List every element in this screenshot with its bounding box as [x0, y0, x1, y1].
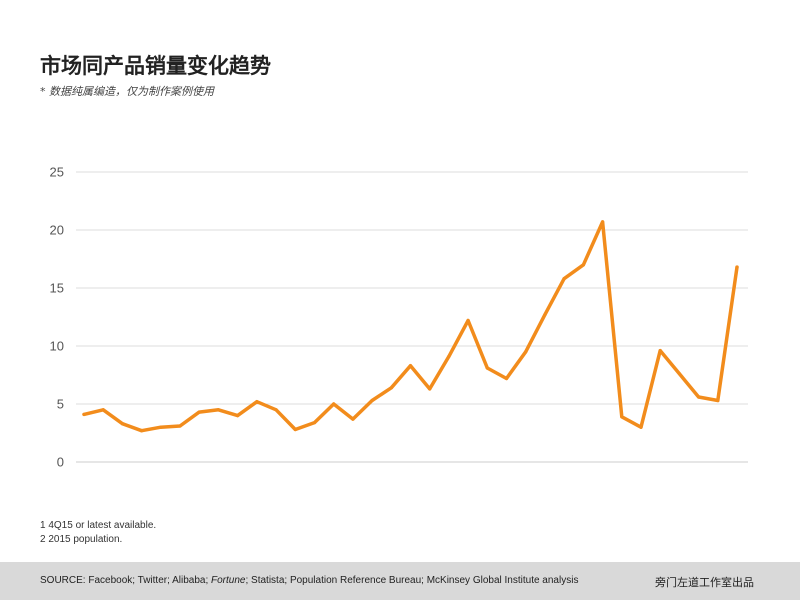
- data-point: [178, 424, 182, 428]
- data-point: [120, 422, 124, 426]
- data-point: [620, 415, 624, 419]
- data-point: [697, 395, 701, 399]
- data-point: [255, 400, 259, 404]
- y-axis-ticks: 0 5 10 15 20 25: [50, 165, 64, 470]
- data-point: [370, 398, 374, 403]
- data-point: [504, 376, 509, 381]
- y-tick-label: 5: [57, 397, 64, 412]
- source-text-prefix: SOURCE: Facebook; Twitter; Alibaba;: [40, 575, 212, 586]
- data-point: [466, 318, 470, 323]
- data-point: [332, 402, 336, 406]
- series-group: [82, 220, 739, 433]
- data-point: [581, 263, 586, 267]
- line-chart: 0 5 10 15 20 25: [50, 165, 748, 470]
- data-point: [562, 277, 566, 281]
- credit-text: 旁门左道工作室出品: [655, 576, 754, 589]
- chart-title: 市场同产品销量变化趋势: [40, 54, 271, 78]
- data-point: [216, 408, 220, 412]
- data-point: [312, 421, 317, 425]
- data-point: [408, 364, 413, 368]
- data-point: [197, 410, 201, 414]
- data-point: [485, 366, 489, 370]
- data-point: [639, 425, 643, 429]
- data-point: [293, 427, 297, 432]
- y-tick-label: 25: [50, 165, 64, 180]
- data-point: [274, 408, 278, 412]
- data-point: [140, 429, 144, 433]
- data-point: [236, 414, 240, 418]
- gridlines: [76, 171, 748, 463]
- data-point: [428, 387, 432, 391]
- y-tick-label: 10: [50, 339, 64, 354]
- y-tick-label: 15: [50, 281, 64, 296]
- data-point: [716, 398, 720, 403]
- data-point: [735, 265, 739, 269]
- data-point: [159, 425, 163, 429]
- y-tick-label: 20: [50, 223, 64, 238]
- source-text-italic: Fortune: [211, 575, 246, 586]
- source-text-suffix: ; Statista; Population Reference Bureau;…: [245, 575, 579, 586]
- data-point: [601, 220, 605, 224]
- data-point: [677, 372, 682, 376]
- data-point: [351, 417, 355, 421]
- data-point: [543, 313, 547, 317]
- footer-bar: SOURCE: Facebook; Twitter; Alibaba; Fort…: [0, 562, 800, 600]
- footnotes: 1 4Q15 or latest available. 2 2015 popul…: [40, 519, 156, 547]
- data-point: [524, 350, 528, 354]
- y-tick-label: 0: [57, 455, 64, 470]
- data-point: [389, 386, 393, 390]
- data-point: [101, 408, 105, 412]
- data-point: [82, 412, 86, 416]
- source-line: SOURCE: Facebook; Twitter; Alibaba; Fort…: [40, 575, 578, 586]
- footnote-1: 1 4Q15 or latest available.: [40, 520, 157, 531]
- data-point: [447, 354, 451, 358]
- footnote-2: 2 2015 population.: [40, 534, 123, 545]
- chart-subtitle: * 数据纯属编造，仅为制作案例使用: [40, 85, 214, 98]
- data-point: [658, 349, 662, 353]
- series-line-0: [82, 220, 739, 433]
